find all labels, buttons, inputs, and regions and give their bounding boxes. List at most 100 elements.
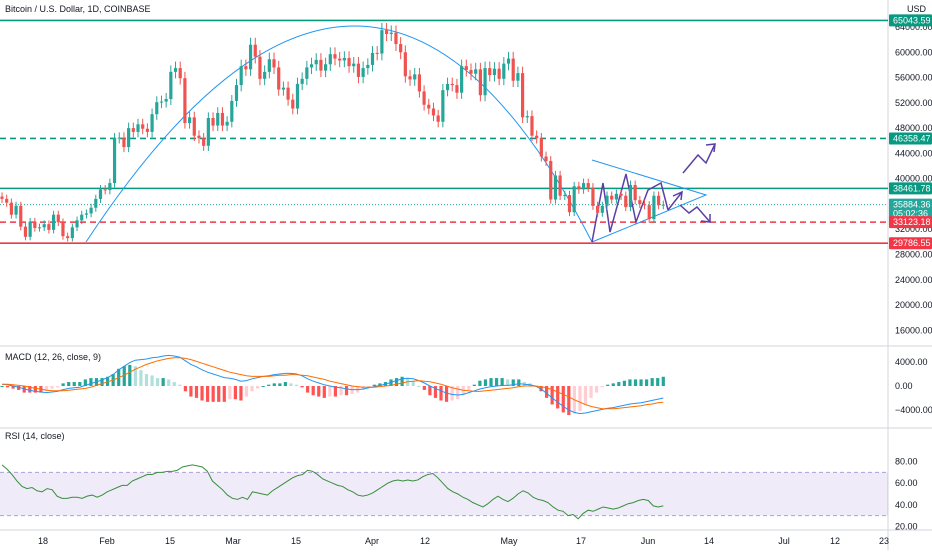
candle-body[interactable] [441, 90, 445, 122]
candle-body[interactable] [633, 184, 637, 201]
candle-body[interactable] [295, 83, 300, 109]
candle-body[interactable] [61, 222, 65, 237]
candle-body[interactable] [394, 32, 398, 45]
candle-body[interactable] [455, 85, 459, 93]
candle-body[interactable] [549, 160, 553, 200]
candle-body[interactable] [328, 54, 332, 65]
candle-body[interactable] [380, 30, 384, 54]
candle-body[interactable] [469, 69, 473, 74]
candle-body[interactable] [305, 67, 309, 79]
candle-body[interactable] [164, 99, 168, 102]
candle-body[interactable] [108, 183, 112, 191]
candle-body[interactable] [413, 74, 417, 80]
candle-body[interactable] [403, 52, 407, 77]
candle-body[interactable] [431, 108, 436, 116]
candle-body[interactable] [80, 214, 84, 221]
candle-body[interactable] [347, 57, 351, 67]
candle-body[interactable] [94, 198, 98, 208]
candle-body[interactable] [338, 58, 342, 61]
candle-body[interactable] [272, 59, 276, 68]
candle-body[interactable] [628, 184, 633, 208]
candle-body[interactable] [596, 205, 600, 213]
candle-body[interactable] [567, 195, 572, 213]
candle-body[interactable] [352, 63, 356, 67]
candle-body[interactable] [267, 59, 271, 72]
candle-body[interactable] [220, 112, 225, 126]
candle-body[interactable] [652, 195, 656, 220]
candle-body[interactable] [333, 54, 337, 59]
candle-body[interactable] [37, 227, 42, 229]
candle-body[interactable] [188, 117, 192, 124]
candle-body[interactable] [366, 64, 370, 69]
candle-body[interactable] [150, 114, 154, 132]
candle-body[interactable] [581, 183, 586, 190]
arc-drawing[interactable] [85, 25, 593, 243]
candle-body[interactable] [319, 59, 323, 71]
candle-body[interactable] [483, 68, 487, 96]
candle-body[interactable] [19, 205, 23, 227]
candle-body[interactable] [42, 224, 46, 228]
candle-body[interactable] [28, 221, 32, 237]
candle-body[interactable] [244, 66, 248, 70]
candle-body[interactable] [324, 64, 328, 71]
candle-body[interactable] [225, 121, 229, 126]
candle-body[interactable] [248, 44, 253, 70]
candle-body[interactable] [600, 205, 604, 213]
candle-body[interactable] [66, 236, 70, 239]
candle-body[interactable] [460, 66, 464, 93]
candle-body[interactable] [553, 175, 558, 200]
candle-body[interactable] [112, 138, 117, 184]
macd-line[interactable] [1, 354, 664, 415]
candle-body[interactable] [277, 67, 281, 90]
candle-body[interactable] [422, 91, 426, 105]
candle-body[interactable] [309, 64, 314, 68]
candle-body[interactable] [417, 74, 422, 92]
candle-body[interactable] [51, 214, 56, 230]
candle-body[interactable] [230, 100, 234, 122]
candle-body[interactable] [427, 104, 431, 109]
candle-body[interactable] [263, 71, 267, 79]
candle-body[interactable] [638, 200, 642, 204]
candle-body[interactable] [657, 195, 661, 206]
candle-body[interactable] [450, 83, 454, 86]
candle-body[interactable] [361, 68, 365, 77]
candle-body[interactable] [516, 73, 520, 81]
candle-body[interactable] [577, 186, 581, 190]
candle-body[interactable] [47, 224, 51, 230]
candle-body[interactable] [614, 193, 618, 200]
candle-body[interactable] [136, 124, 140, 132]
candle-body[interactable] [33, 221, 37, 228]
candle-body[interactable] [159, 101, 164, 103]
candle-body[interactable] [375, 52, 379, 54]
candle-body[interactable] [610, 195, 614, 200]
candle-body[interactable] [399, 44, 403, 53]
candle-body[interactable] [520, 73, 525, 118]
candle-body[interactable] [211, 117, 215, 126]
candle-body[interactable] [258, 56, 262, 79]
candle-body[interactable] [314, 59, 318, 65]
candle-body[interactable] [563, 195, 567, 197]
candle-body[interactable] [117, 137, 121, 139]
candle-body[interactable] [586, 183, 590, 188]
candle-body[interactable] [478, 69, 482, 96]
candle-body[interactable] [511, 58, 515, 81]
candle-body[interactable] [75, 220, 79, 228]
candle-body[interactable] [474, 69, 478, 74]
candle-body[interactable] [155, 102, 159, 115]
projection-up-arrow[interactable] [682, 143, 716, 174]
candle-body[interactable] [0, 196, 4, 199]
candle-body[interactable] [624, 195, 628, 208]
rsi-line[interactable] [1, 464, 664, 520]
candle-body[interactable] [464, 66, 468, 70]
projection-down-arrow[interactable] [679, 204, 711, 223]
candle-body[interactable] [23, 226, 28, 237]
candle-body[interactable] [384, 30, 389, 34]
candle-body[interactable] [535, 135, 539, 139]
candle-body[interactable] [14, 205, 18, 215]
candle-body[interactable] [356, 63, 361, 77]
candle-body[interactable] [145, 128, 149, 132]
candle-body[interactable] [173, 68, 178, 72]
candle-body[interactable] [98, 189, 103, 199]
candle-body[interactable] [281, 87, 285, 90]
